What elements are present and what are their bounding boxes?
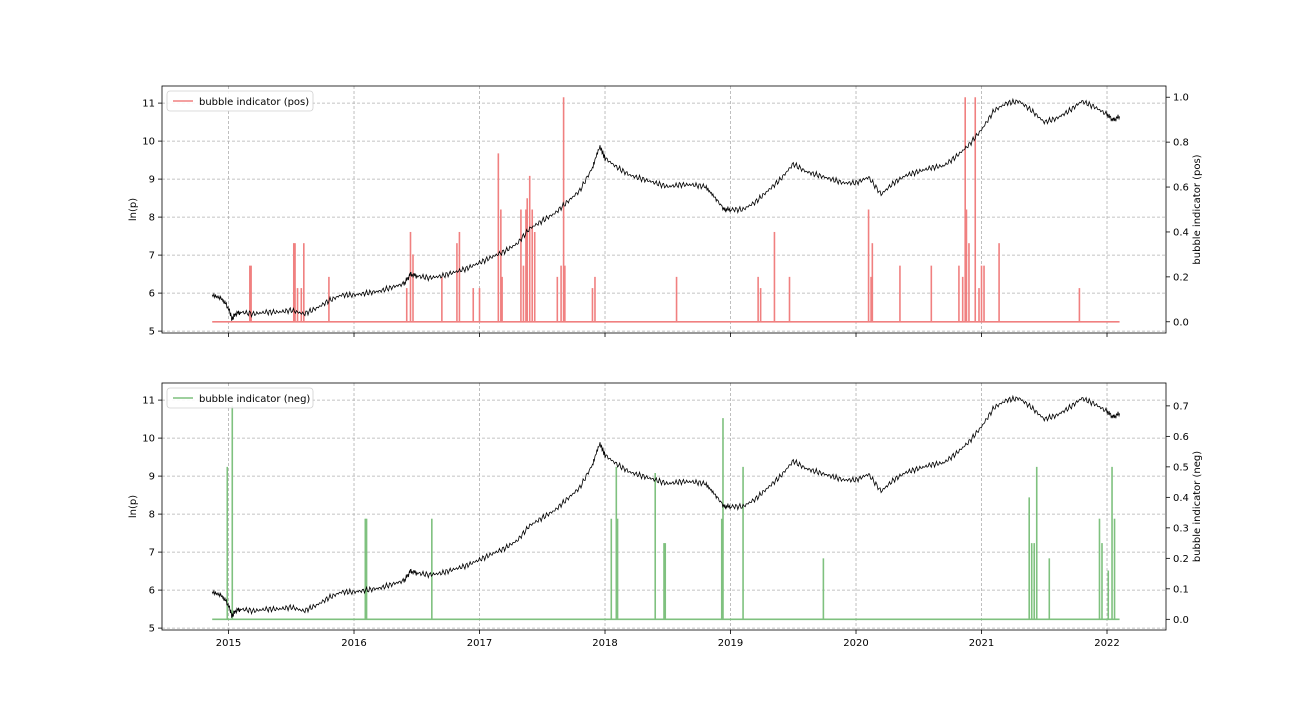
x-tick-label: 2016 bbox=[341, 638, 366, 649]
subplot-pos: 5 6 7 8 9 10 11 0.0 0.2 0.4 0.6 0.8 1.0 ln(p) bubble i… bbox=[128, 85, 1203, 338]
indicator-bars bbox=[249, 97, 1081, 322]
y-right-tick-label: 0.0 bbox=[1173, 615, 1189, 626]
y-tick-label: 6 bbox=[149, 586, 155, 597]
y-tick-label: 5 bbox=[149, 327, 155, 338]
legend-label: bubble indicator (pos) bbox=[199, 97, 309, 108]
plot-frame bbox=[161, 85, 1167, 334]
grid-lines bbox=[162, 86, 1166, 333]
y-tick-label: 7 bbox=[149, 251, 155, 262]
y-right-tick-label: 0.5 bbox=[1173, 462, 1189, 473]
y-right-tick-label: 0.8 bbox=[1173, 138, 1189, 149]
y-right-tick-label: 0.0 bbox=[1173, 317, 1189, 328]
subplot-neg: 2015 2016 2017 2018 2019 2020 2021 2022 5 6 7 8 9 10 1… bbox=[128, 382, 1203, 649]
x-tick-label: 2018 bbox=[592, 638, 617, 649]
legend: bubble indicator (pos) bbox=[166, 90, 314, 112]
y-right-tick-label: 0.4 bbox=[1173, 227, 1189, 238]
y-right-tick-label: 0.4 bbox=[1173, 493, 1189, 504]
y-axis-label: ln(p) bbox=[128, 495, 139, 518]
y-tick-label: 8 bbox=[149, 510, 155, 521]
y-right-tick-label: 0.6 bbox=[1173, 183, 1189, 194]
y-tick-label: 5 bbox=[149, 624, 155, 635]
legend-box bbox=[166, 387, 314, 409]
y-right-tick-label: 0.2 bbox=[1173, 272, 1189, 283]
y-axis-label: ln(p) bbox=[128, 198, 139, 221]
x-tick-label: 2015 bbox=[216, 638, 241, 649]
price-line bbox=[211, 97, 1120, 321]
price-line bbox=[211, 394, 1120, 618]
x-tick-label: 2021 bbox=[969, 638, 994, 649]
y-right-axis-label: bubble indicator (neg) bbox=[1192, 451, 1203, 562]
y-tick-label: 9 bbox=[149, 472, 155, 483]
x-tick-label: 2017 bbox=[467, 638, 492, 649]
y-right-tick-label: 0.7 bbox=[1173, 401, 1189, 412]
y-tick-label: 8 bbox=[149, 213, 155, 224]
y-tick-label: 9 bbox=[149, 175, 155, 186]
y-tick-label: 11 bbox=[142, 99, 155, 110]
y-tick-label: 10 bbox=[142, 434, 155, 445]
y-right-tick-label: 0.1 bbox=[1173, 584, 1189, 595]
legend-box bbox=[166, 90, 314, 112]
y-tick-label: 7 bbox=[149, 548, 155, 559]
x-tick-label: 2022 bbox=[1094, 638, 1119, 649]
plot-frame bbox=[161, 382, 1167, 631]
y-tick-label: 6 bbox=[149, 289, 155, 300]
legend-label: bubble indicator (neg) bbox=[199, 394, 310, 405]
y-right-tick-label: 0.6 bbox=[1173, 432, 1189, 443]
legend: bubble indicator (neg) bbox=[166, 387, 314, 409]
indicator-bars bbox=[226, 405, 1116, 620]
y-right-tick-label: 0.3 bbox=[1173, 523, 1189, 534]
y-tick-label: 10 bbox=[142, 137, 155, 148]
y-right-tick-label: 0.2 bbox=[1173, 554, 1189, 565]
x-tick-label: 2020 bbox=[843, 638, 868, 649]
y-right-tick-label: 1.0 bbox=[1173, 93, 1189, 104]
x-tick-label: 2019 bbox=[718, 638, 743, 649]
y-right-axis-label: bubble indicator (pos) bbox=[1192, 154, 1203, 264]
y-tick-label: 11 bbox=[142, 396, 155, 407]
